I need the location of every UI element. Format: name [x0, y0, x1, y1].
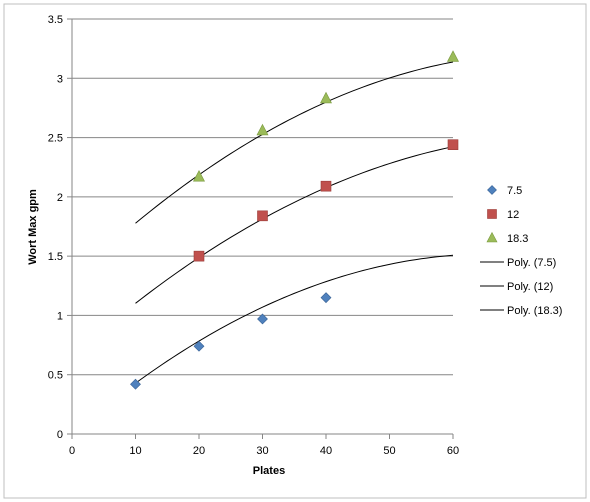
x-tick-label-6: 60: [447, 445, 459, 457]
y-tick-label-0: 0: [57, 429, 63, 441]
legend-label-3: 18.3: [507, 233, 528, 245]
x-tick-label-1: 10: [129, 445, 141, 457]
legend-trendline-label-3: Poly. (18.3): [507, 305, 562, 317]
legend-label-2: 12: [507, 209, 519, 221]
chart-border: [3, 3, 587, 499]
point-series-2-1: [193, 250, 205, 262]
point-series-2-3: [320, 180, 332, 192]
y-tick-label-7: 3.5: [48, 14, 63, 26]
point-series-3-3: [320, 91, 332, 104]
legend-trendline-label-1: Poly. (7.5): [507, 257, 556, 269]
legend: 7.5 12 18.3 Poly. (7.5) Poly. (12) Poly. (18.…: [480, 185, 562, 317]
legend-marker-3: [486, 231, 498, 243]
x-axis-title: Plates: [253, 465, 285, 477]
x-tick-label-0: 0: [69, 445, 75, 457]
x-tick-label-5: 50: [383, 445, 395, 457]
y-tick-label-1: 0.5: [48, 370, 63, 382]
tick-labels: 0 0.5 1 1.5 2 2.5 3 3.5 0 10 20 30 40 50 60: [48, 14, 459, 457]
point-series-3-1: [193, 170, 205, 182]
legend-label-1: 7.5: [507, 185, 522, 197]
trendline-3: [135, 61, 454, 224]
x-tick-label-3: 30: [256, 445, 268, 457]
y-tick-label-3: 1.5: [48, 251, 63, 263]
point-series-2-2: [257, 210, 268, 222]
y-axis-title: Wort Max gpm: [27, 189, 39, 265]
trendlines: [135, 61, 454, 384]
x-tick-label-2: 20: [193, 445, 205, 457]
legend-marker-1: [487, 185, 497, 195]
gridlines: [72, 18, 453, 376]
point-series-1-3: [257, 313, 268, 325]
data-points: [130, 50, 459, 390]
point-series-1-2: [193, 340, 205, 352]
legend-trendline-label-2: Poly. (12): [507, 281, 553, 293]
trendline-2: [135, 146, 454, 304]
axes: [67, 18, 454, 439]
point-series-2-4: [447, 139, 459, 150]
trendline-1: [135, 254, 454, 384]
point-series-3-2: [256, 123, 269, 136]
y-tick-label-5: 2.5: [48, 133, 63, 145]
x-tick-label-4: 40: [320, 445, 332, 457]
legend-marker-2: [487, 209, 497, 219]
y-tick-label-6: 3: [57, 73, 63, 85]
point-series-1-1: [130, 378, 141, 390]
point-series-3-4: [447, 50, 459, 62]
point-series-1-4: [320, 292, 332, 304]
y-tick-label-2: 1: [57, 310, 63, 322]
y-tick-label-4: 2: [57, 192, 63, 204]
